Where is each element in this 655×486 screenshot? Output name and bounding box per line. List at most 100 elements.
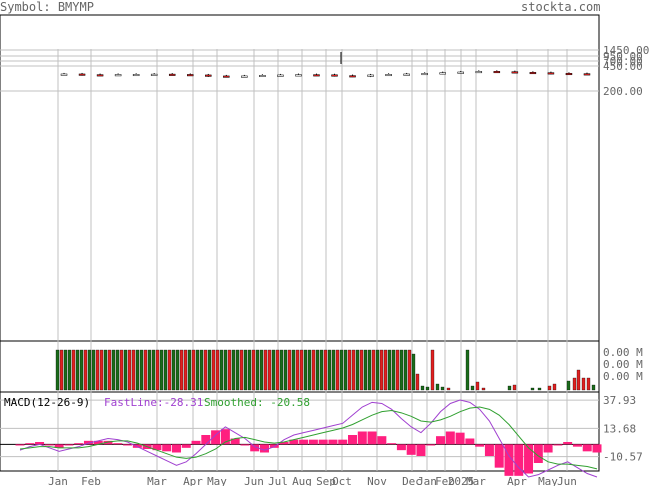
- volume-bar: [311, 349, 316, 391]
- volume-bar: [239, 349, 244, 391]
- volume-bar: [87, 349, 92, 391]
- macd-histogram-bar: [328, 439, 338, 445]
- price-candle: [168, 73, 176, 76]
- volume-bar: [399, 349, 404, 391]
- macd-histogram-bar: [504, 444, 514, 476]
- macd-histogram-bar: [289, 439, 299, 445]
- volume-bar: [303, 349, 308, 391]
- macd-histogram-bar: [171, 444, 181, 453]
- macd-histogram-bar: [211, 430, 221, 445]
- price-candle: [385, 74, 392, 77]
- volume-bar: [255, 349, 260, 391]
- price-candle: [295, 74, 302, 77]
- price-candle: [403, 73, 410, 76]
- symbol-value: BMYMP: [57, 0, 94, 14]
- volume-bar: [207, 349, 212, 391]
- month-label: Dec: [402, 475, 422, 486]
- volume-bar: [95, 349, 100, 391]
- month-label: Jan: [417, 475, 437, 486]
- macd-smoothed-line: [19, 406, 598, 470]
- macd-histogram-bar: [93, 440, 103, 445]
- volume-bar: [339, 349, 344, 391]
- volume-bar: [123, 349, 128, 391]
- volume-bar: [275, 349, 280, 391]
- volume-bar: [581, 377, 586, 391]
- volume-bar: [175, 349, 180, 391]
- macd-histogram-bar: [113, 443, 123, 445]
- month-label: Sep: [316, 475, 336, 486]
- price-candle: [367, 74, 374, 77]
- macd-histogram-bar: [455, 432, 465, 445]
- volume-bar: [572, 377, 577, 391]
- macd-histogram-bar: [592, 444, 602, 453]
- volume-bar: [591, 384, 596, 391]
- volume-bar: [259, 349, 264, 391]
- month-label: Nov: [367, 475, 387, 486]
- macd-histogram-bar: [543, 444, 553, 453]
- month-label: Apr: [183, 475, 203, 486]
- volume-bar: [566, 380, 571, 391]
- volume-bar: [167, 349, 172, 391]
- volume-bar: [131, 349, 136, 391]
- volume-bar: [147, 349, 152, 391]
- volume-bar: [227, 349, 232, 391]
- volume-bar: [435, 383, 440, 391]
- macd-histogram-bar: [259, 444, 269, 453]
- volume-bar: [267, 349, 272, 391]
- volume-bar: [263, 349, 268, 391]
- price-tick-label: 450.00: [603, 60, 643, 73]
- volume-bar: [295, 349, 300, 391]
- volume-bar: [251, 349, 256, 391]
- volume-bar: [179, 349, 184, 391]
- volume-bar: [343, 349, 348, 391]
- volume-bar: [475, 381, 480, 391]
- volume-bar: [359, 349, 364, 391]
- volume-bar: [415, 373, 420, 391]
- site-name[interactable]: stockta.com: [521, 0, 601, 14]
- month-label: Jun: [244, 475, 264, 486]
- macd-histogram-bar: [15, 444, 25, 446]
- price-candle: [475, 71, 483, 74]
- macd-histogram-bar: [83, 440, 93, 445]
- macd-histogram-bar: [348, 435, 358, 445]
- macd-histogram-bar: [123, 444, 133, 446]
- volume-bar: [287, 349, 292, 391]
- volume-bar: [586, 377, 591, 391]
- price-candle: [223, 75, 230, 78]
- macd-fast-legend: FastLine:-28.31: [104, 396, 203, 409]
- volume-tick-label: 0.00 M: [603, 358, 643, 371]
- macd-histogram-bar: [230, 438, 240, 445]
- volume-bar: [355, 349, 360, 391]
- volume-bar: [481, 387, 486, 391]
- volume-bar: [67, 349, 72, 391]
- macd-histogram-bar: [514, 444, 524, 476]
- volume-bar: [75, 349, 80, 391]
- price-candle: [421, 73, 428, 76]
- volume-bar: [547, 385, 552, 391]
- macd-histogram-bar: [563, 442, 573, 445]
- volume-bar: [203, 349, 208, 391]
- price-tick-label: 950.00: [603, 50, 643, 63]
- month-label: May: [538, 475, 558, 486]
- volume-bar: [99, 349, 104, 391]
- month-label: Mar: [147, 475, 167, 486]
- macd-histogram-bar: [572, 444, 582, 447]
- volume-bar: [371, 349, 376, 391]
- volume-bar: [351, 349, 356, 391]
- month-label: Jun: [557, 475, 577, 486]
- macd-tick-label: -10.57: [603, 451, 643, 464]
- price-candle: [78, 73, 86, 76]
- month-label: Feb: [435, 475, 455, 486]
- volume-bar: [183, 349, 188, 391]
- volume-bar: [530, 387, 535, 391]
- volume-bar: [537, 387, 542, 391]
- volume-bar: [363, 349, 368, 391]
- volume-bar: [470, 385, 475, 391]
- volume-bar: [403, 349, 408, 391]
- macd-title: MACD(12-26-9): [4, 396, 90, 409]
- price-candle: [150, 73, 158, 76]
- volume-bar: [299, 349, 304, 391]
- macd-histogram-bar: [484, 444, 494, 456]
- volume-bar: [279, 349, 284, 391]
- macd-histogram-bar: [367, 431, 377, 445]
